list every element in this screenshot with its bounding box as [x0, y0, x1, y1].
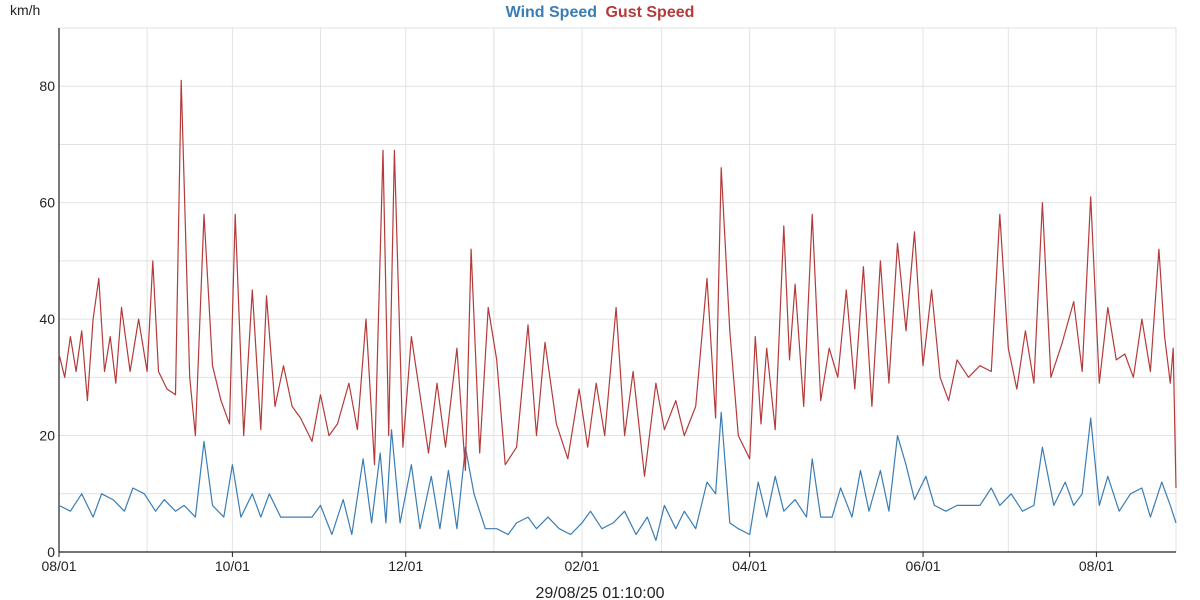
chart-legend-title: Wind Speed Gust Speed: [506, 4, 695, 21]
x-tick-label: 06/01: [906, 558, 941, 574]
y-unit-label: km/h: [10, 2, 40, 18]
legend-gust-speed: Gust Speed: [605, 4, 694, 21]
y-tick-label: 80: [39, 78, 55, 94]
x-tick-label: 10/01: [215, 558, 250, 574]
tick-labels: 0 20 40 60 80 08/01 10/01 12/01 02/01 04/01 06/01 0…: [39, 78, 1114, 574]
x-tick-label: 08/01: [1079, 558, 1114, 574]
legend-wind-speed: Wind Speed: [506, 4, 597, 21]
x-tick-label: 04/01: [732, 558, 767, 574]
series-lines: [58, 79, 1177, 542]
y-tick-label: 20: [39, 428, 55, 444]
gust-speed-line: [58, 79, 1177, 489]
y-tick-label: 60: [39, 195, 55, 211]
y-tick-label: 0: [47, 544, 55, 560]
x-tick-label: 02/01: [564, 558, 599, 574]
grid-lines: [58, 27, 1177, 552]
axes: [58, 28, 1176, 557]
x-tick-label: 12/01: [388, 558, 423, 574]
timestamp-label: 29/08/25 01:10:00: [535, 585, 664, 600]
x-tick-label: 08/01: [41, 558, 76, 574]
y-tick-label: 40: [39, 311, 55, 327]
wind-speed-line: [58, 411, 1177, 542]
